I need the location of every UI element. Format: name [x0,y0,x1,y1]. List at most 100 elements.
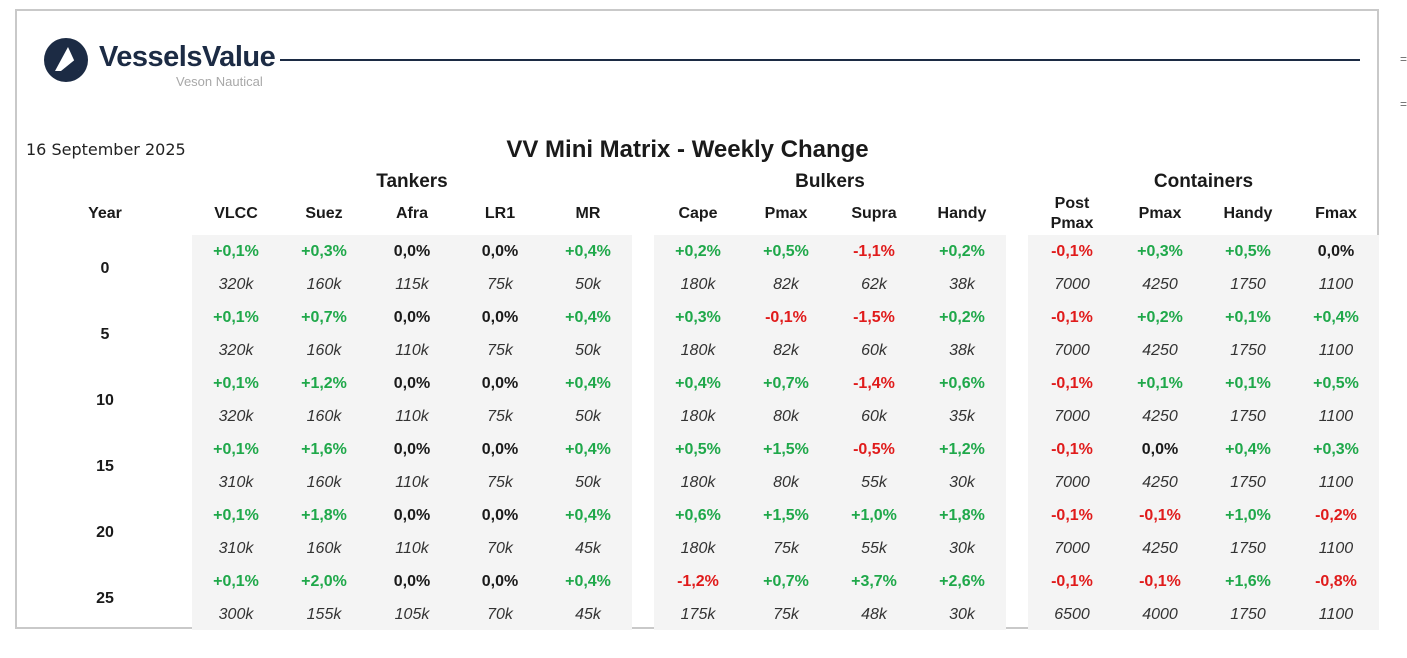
vessel-value-cell: 45k [575,540,601,557]
weekly-change-cell: +0,2% [675,243,721,260]
vessel-value-cell: 6500 [1054,606,1090,623]
column-header: Handy [1223,205,1273,222]
brand-subtitle: Veson Nautical [176,74,263,89]
vessel-value-cell: 1100 [1318,276,1354,293]
vessel-value-cell: 160k [306,474,342,491]
vessel-value-cell: 1100 [1318,408,1354,425]
vessel-value-cell: 1750 [1230,606,1266,623]
weekly-change-cell: 0,0% [481,573,519,590]
weekly-change-cell: +0,1% [1225,375,1271,392]
weekly-change-cell: 0,0% [1317,243,1355,260]
vessel-value-cell: 75k [773,606,799,623]
weekly-change-cell: -0,1% [765,309,807,326]
vessel-value-cell: 4250 [1142,540,1178,557]
column-header: Handy [937,205,987,222]
vessel-value-cell: 30k [949,474,975,491]
vessel-value-cell: 1750 [1230,408,1266,425]
vessel-value-cell: 320k [218,276,254,293]
vessel-value-cell: 38k [949,342,975,359]
vessel-value-cell: 160k [306,540,342,557]
vessel-value-cell: 75k [487,276,513,293]
column-header: Suez [305,205,343,222]
year-label: 5 [100,326,110,343]
vessel-value-cell: 1100 [1318,540,1354,557]
vessel-value-cell: 160k [306,276,342,293]
vessel-value-cell: 50k [575,408,601,425]
weekly-change-cell: -0,2% [1315,507,1357,524]
column-header: Cape [678,205,718,222]
vessel-value-cell: 180k [680,342,716,359]
vessel-value-cell: 180k [680,540,716,557]
weekly-change-cell: -0,5% [853,441,895,458]
weekly-change-cell: +1,0% [851,507,897,524]
vessel-value-cell: 180k [680,276,716,293]
vessel-value-cell: 300k [218,606,254,623]
vessel-value-cell: 7000 [1054,408,1090,425]
vessel-value-cell: 4250 [1142,408,1178,425]
group-header-tankers: Tankers [376,171,448,192]
weekly-change-cell: 0,0% [393,309,431,326]
weekly-change-cell: +2,0% [301,573,347,590]
vessel-value-cell: 160k [306,408,342,425]
vessel-value-cell: 55k [861,474,887,491]
vessel-value-cell: 4250 [1142,474,1178,491]
vessel-value-cell: 50k [575,474,601,491]
weekly-change-cell: +0,3% [675,309,721,326]
vessel-value-cell: 50k [575,342,601,359]
weekly-change-cell: +1,6% [1225,573,1271,590]
header-divider [280,59,1360,61]
vessel-value-cell: 70k [487,540,513,557]
column-header: Fmax [1315,205,1357,222]
weekly-change-cell: +0,5% [1225,243,1271,260]
vessel-value-cell: 1750 [1230,540,1266,557]
vessel-value-cell: 160k [306,342,342,359]
vessel-value-cell: 48k [861,606,887,623]
weekly-change-cell: 0,0% [393,507,431,524]
weekly-change-cell: +0,3% [1137,243,1183,260]
year-label: 15 [96,458,114,475]
report-date: 16 September 2025 [26,140,186,159]
bulkers-panel [654,235,1006,630]
column-header: Pmax [764,205,808,222]
weekly-change-cell: -1,4% [853,375,895,392]
vessel-value-cell: 62k [861,276,887,293]
weekly-change-cell: -0,1% [1051,309,1093,326]
weekly-change-cell: +1,5% [763,441,809,458]
vessel-value-cell: 1750 [1230,342,1266,359]
weekly-change-cell: +0,5% [763,243,809,260]
year-label: 0 [100,260,110,277]
vessel-value-cell: 180k [680,408,716,425]
vessel-value-cell: 82k [773,342,799,359]
weekly-change-cell: +0,4% [565,573,611,590]
vessel-value-cell: 55k [861,540,887,557]
weekly-change-cell: +0,2% [1137,309,1183,326]
vessel-value-cell: 1100 [1318,474,1354,491]
weekly-change-cell: +3,7% [851,573,897,590]
report-title: VV Mini Matrix - Weekly Change [506,136,869,163]
column-header: Post Pmax [1050,195,1094,232]
vessel-value-cell: 110k [395,342,429,359]
vessel-value-cell: 4000 [1142,606,1178,623]
group-header-containers: Containers [1153,171,1254,192]
weekly-change-cell: -0,1% [1139,573,1181,590]
weekly-change-cell: +1,5% [763,507,809,524]
edge-mark: = [1400,97,1407,111]
vessel-value-cell: 38k [949,276,975,293]
vessel-value-cell: 175k [680,606,716,623]
weekly-change-cell: +0,3% [301,243,347,260]
year-label: 10 [96,392,114,409]
weekly-change-cell: 0,0% [481,309,519,326]
weekly-change-cell: +1,2% [301,375,347,392]
weekly-change-cell: +0,4% [565,243,611,260]
weekly-change-cell: +0,1% [213,375,259,392]
vessel-value-cell: 110k [395,474,429,491]
vessel-value-cell: 75k [487,342,513,359]
vessel-value-cell: 75k [773,540,799,557]
weekly-change-cell: 0,0% [1141,441,1179,458]
weekly-change-cell: +0,1% [213,507,259,524]
vessel-value-cell: 60k [861,408,887,425]
weekly-change-cell: +0,2% [939,243,985,260]
weekly-change-cell: 0,0% [393,243,431,260]
weekly-change-cell: +0,5% [1313,375,1359,392]
weekly-change-cell: 0,0% [393,441,431,458]
